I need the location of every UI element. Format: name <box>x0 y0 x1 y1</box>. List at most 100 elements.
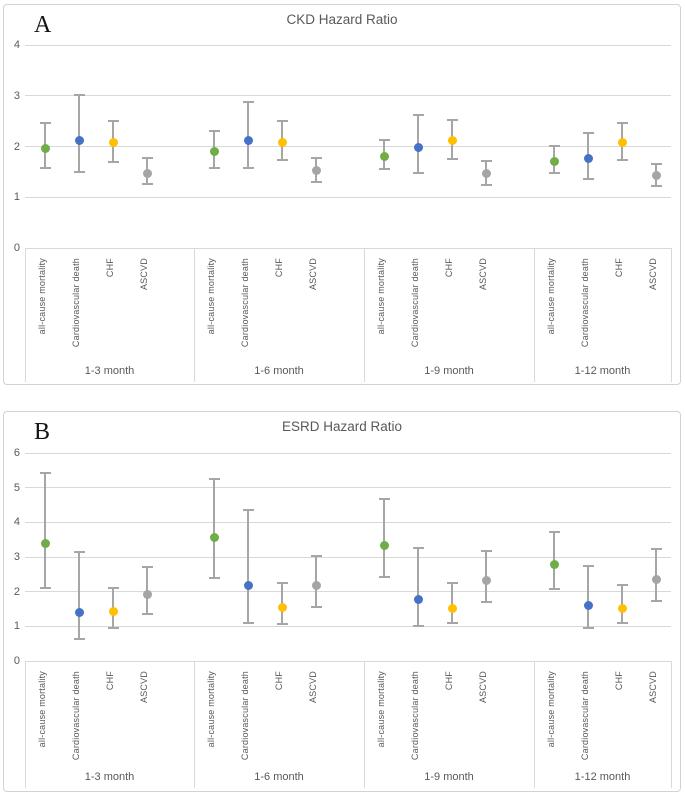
category-axis-label-text: all-cause mortality <box>376 258 386 335</box>
category-axis-label: Cardiovascular death <box>71 671 87 795</box>
error-bar-cap-bottom <box>310 181 322 184</box>
group-label: 1-6 month <box>254 771 304 783</box>
group-divider <box>534 248 535 382</box>
error-bar-cap-top <box>208 129 220 132</box>
error-bar-line <box>451 583 453 624</box>
data-point <box>243 580 253 590</box>
y-axis-tick-label: 6 <box>13 447 20 459</box>
category-axis-label-text: ASCVD <box>308 258 318 291</box>
chart-title-ckd: CKD Hazard Ratio <box>286 12 398 27</box>
category-axis-label: CHF <box>614 258 630 382</box>
category-axis-label-text: ASCVD <box>478 258 488 291</box>
data-point <box>617 138 627 148</box>
error-bar-cap-top <box>480 549 492 552</box>
error-bar-cap-top <box>378 139 390 142</box>
y-axis-tick-label: 2 <box>13 585 20 598</box>
data-point <box>651 170 661 180</box>
group-divider <box>194 661 195 788</box>
gridline-y-6 <box>25 452 671 454</box>
category-axis-label-text: ASCVD <box>308 671 318 704</box>
data-point <box>108 138 118 148</box>
data-point <box>583 601 593 611</box>
category-axis-label: Cardiovascular death <box>71 258 87 382</box>
category-axis-label-text: Cardiovascular death <box>71 258 81 348</box>
error-bar-cap-bottom <box>208 166 220 169</box>
data-point <box>413 143 423 152</box>
category-axis-label-text: CHF <box>614 258 624 278</box>
error-bar-line <box>213 478 215 578</box>
gridline-y-3 <box>25 556 671 558</box>
y-axis-tick-label: 3 <box>13 551 20 563</box>
category-axis-label-text: Cardiovascular death <box>580 258 590 348</box>
category-axis-label: all-cause mortality <box>376 671 392 795</box>
category-axis-label-text: ASCVD <box>139 671 149 704</box>
error-bar-cap-bottom <box>378 576 390 579</box>
category-axis-label-text: ASCVD <box>139 258 149 291</box>
group-label: 1-3 month <box>84 365 135 377</box>
group-label: 1-3 month <box>84 771 135 783</box>
category-axis-label: ASCVD <box>308 258 324 382</box>
y-axis-tick-label: 4 <box>13 39 20 51</box>
data-point <box>40 538 50 548</box>
category-axis-label-text: all-cause mortality <box>376 671 386 748</box>
data-point <box>40 143 50 153</box>
category-axis-label: all-cause mortality <box>376 258 392 382</box>
category-axis-label-text: all-cause mortality <box>546 671 556 748</box>
data-point <box>243 135 253 145</box>
error-bar-cap-bottom <box>616 621 628 624</box>
category-axis-label: ASCVD <box>478 671 494 795</box>
category-axis-label: all-cause mortality <box>206 671 222 795</box>
gridline-y-4 <box>25 44 671 46</box>
error-bar-cap-top <box>378 498 390 501</box>
category-axis-label-text: CHF <box>444 671 454 691</box>
category-axis-label: all-cause mortality <box>546 258 562 382</box>
error-bar-cap-top <box>650 163 662 166</box>
category-axis-label: CHF <box>614 671 630 795</box>
error-bar-cap-top <box>310 554 322 557</box>
error-bar-cap-top <box>548 530 560 533</box>
gridline-y-2 <box>25 591 671 593</box>
data-point <box>209 147 219 157</box>
error-bar-cap-bottom <box>276 159 288 162</box>
error-bar-cap-top <box>446 118 458 121</box>
data-point <box>583 154 593 164</box>
data-point <box>311 166 321 176</box>
panel-letter-b: B <box>34 419 51 445</box>
data-point <box>142 168 152 178</box>
error-bar-cap-bottom <box>548 588 560 591</box>
y-axis-tick-label: 5 <box>13 481 20 494</box>
data-point <box>74 607 84 617</box>
error-bar-cap-top <box>107 586 119 589</box>
group-label: 1-6 month <box>254 365 304 377</box>
error-bar-line <box>247 509 249 623</box>
group-divider <box>364 248 365 382</box>
label-box-left-border <box>25 248 26 382</box>
error-bar-cap-top <box>480 159 492 162</box>
error-bar-cap-top <box>141 565 153 568</box>
error-bar-cap-bottom <box>310 606 322 609</box>
category-axis-label-text: Cardiovascular death <box>410 258 420 348</box>
data-point <box>413 594 423 604</box>
data-point <box>617 603 627 613</box>
error-bar-cap-bottom <box>107 627 119 630</box>
gridline-y-3 <box>25 95 671 97</box>
category-axis-label: ASCVD <box>478 258 494 382</box>
data-point <box>447 136 457 146</box>
category-axis-label-text: CHF <box>105 671 115 691</box>
error-bar-cap-bottom <box>548 172 560 175</box>
category-axis-label-text: CHF <box>614 671 624 691</box>
category-axis-label: Cardiovascular death <box>580 258 596 382</box>
error-bar-cap-top <box>310 156 322 159</box>
y-axis-tick-label: 1 <box>13 191 20 204</box>
error-bar-cap-top <box>582 565 594 567</box>
category-axis-label: all-cause mortality <box>206 258 222 382</box>
category-axis-label-text: all-cause mortality <box>37 671 47 748</box>
category-axis-label-text: ASCVD <box>478 671 488 704</box>
data-point <box>108 607 118 617</box>
category-axis-label: ASCVD <box>648 671 664 795</box>
error-bar-cap-top <box>107 119 119 122</box>
error-bar-cap-top <box>616 584 628 587</box>
error-bar-cap-bottom <box>446 158 458 161</box>
error-bar-line <box>247 101 249 169</box>
group-label: 1-12 month <box>574 365 631 377</box>
